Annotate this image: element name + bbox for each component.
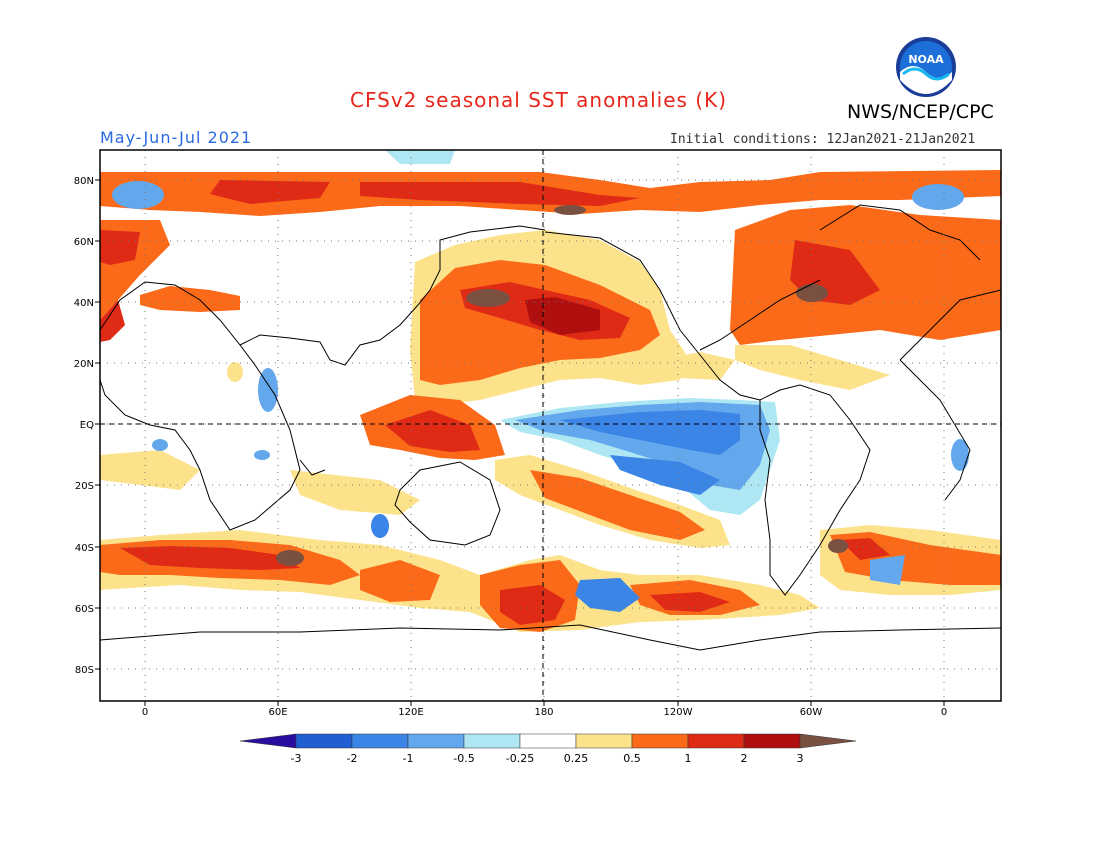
lon-label: 180 [534,707,553,718]
lat-lon-grid [100,150,1001,701]
lat-label: 60N [74,237,94,248]
lat-labels: 80N 60N 40N 20N EQ 20S 40S 60S 80S [74,176,94,676]
colorbar-swatch [519,733,577,749]
colorbar-max-arrow [799,733,857,749]
colorbar-tick-label: 1 [685,752,692,765]
lon-label: 60W [800,707,823,718]
noaa-logo-bird [902,67,950,81]
lat-label: 80N [74,176,94,187]
colorbar-tick-label: 2 [741,752,748,765]
lon-label: 0 [941,707,947,718]
map-frame [99,149,1002,702]
lat-label: 40S [75,543,94,554]
colorbar-tick-label: 0.5 [623,752,641,765]
chart-title: CFSv2 seasonal SST anomalies (K) [350,88,727,112]
axis-ticks [95,179,945,706]
colorbar-swatch [687,733,745,749]
initial-conditions-label: Initial conditions: 12Jan2021-21Jan2021 [670,132,976,147]
lon-label: 60E [268,707,287,718]
lat-label: EQ [80,420,94,431]
colorbar-swatch [631,733,689,749]
colorbar: -3 -2 -1 -0.5 -0.25 0.25 0.5 1 2 3 [239,733,857,765]
noaa-logo: NOAA [896,37,956,97]
colorbar-swatch [463,733,521,749]
colorbar-tick-label: -0.25 [506,752,534,765]
lat-label: 80S [75,665,94,676]
noaa-logo-text: NOAA [908,53,944,66]
colorbar-swatch [351,733,409,749]
season-label: May-Jun-Jul 2021 [100,128,253,147]
colorbar-tick-label: 0.25 [564,752,589,765]
colorbar-swatch [575,733,633,749]
lat-label: 20S [75,481,94,492]
lon-label: 0 [142,707,148,718]
lon-label: 120W [664,707,693,718]
colorbar-swatch [407,733,465,749]
colorbar-min-arrow [239,733,297,749]
colorbar-swatch [295,733,353,749]
noaa-logo-wave [900,66,952,94]
lat-label: 40N [74,298,94,309]
colorbar-swatch [743,733,801,749]
colorbar-tick-label: -0.5 [453,752,474,765]
lon-label: 120E [398,707,423,718]
lat-label: 20N [74,359,94,370]
colorbar-tick-label: -3 [291,752,302,765]
colorbar-tick-label: -2 [347,752,358,765]
lat-label: 60S [75,604,94,615]
colorbar-tick-label: -1 [403,752,414,765]
colorbar-tick-label: 3 [797,752,804,765]
lon-labels: 0 60E 120E 180 120W 60W 0 [142,707,947,718]
coastlines [100,204,1001,651]
anomaly-field [100,150,1001,701]
agency-label: NWS/NCEP/CPC [847,101,994,123]
